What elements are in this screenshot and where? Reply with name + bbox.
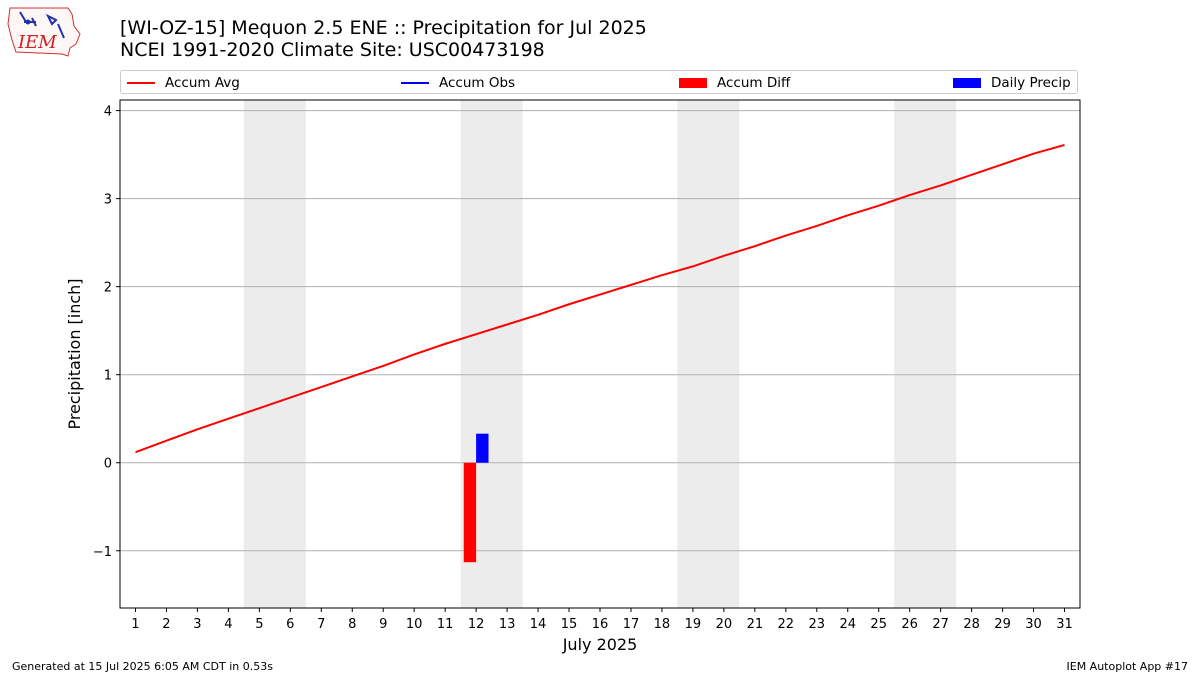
chart-title: [WI-OZ-15] Mequon 2.5 ENE :: Precipitati… (120, 17, 647, 39)
legend-label: Accum Obs (439, 75, 516, 91)
legend: Accum Avg Accum Obs Accum Diff Daily Pre… (120, 70, 1078, 94)
x-tick-label: 10 (406, 617, 423, 632)
legend-swatch (953, 78, 981, 88)
y-tick-label: 3 (104, 193, 112, 208)
y-tick-label: 4 (104, 105, 112, 120)
chart-subtitle: NCEI 1991-2020 Climate Site: USC00473198 (120, 39, 545, 61)
x-tick-label: 14 (530, 617, 547, 632)
legend-label: Daily Precip (991, 75, 1071, 91)
legend-swatch (679, 78, 707, 88)
weekend-band (677, 100, 740, 608)
x-tick-label: 17 (623, 617, 640, 632)
x-tick-label: 2 (162, 617, 170, 632)
x-tick-label: 27 (932, 617, 949, 632)
x-tick-label: 15 (561, 617, 578, 632)
x-tick-label: 9 (379, 617, 387, 632)
weekend-band (894, 100, 957, 608)
x-tick-label: 5 (255, 617, 263, 632)
y-tick-label: 0 (104, 457, 112, 472)
legend-swatch (127, 82, 155, 84)
x-tick-label: 13 (499, 617, 516, 632)
legend-label: Accum Diff (717, 75, 791, 91)
x-tick-label: 28 (963, 617, 980, 632)
y-tick-label: 1 (104, 369, 112, 384)
y-tick-label: −1 (93, 545, 112, 560)
x-tick-label: 7 (317, 617, 325, 632)
x-tick-label: 26 (901, 617, 918, 632)
legend-item-daily-precip: Daily Precip (953, 74, 1071, 92)
x-axis-label: July 2025 (562, 635, 638, 654)
x-tick-label: 25 (870, 617, 887, 632)
x-tick-label: 22 (778, 617, 795, 632)
x-tick-label: 23 (809, 617, 826, 632)
x-tick-label: 1 (131, 617, 139, 632)
bar-accum-diff (463, 462, 477, 563)
legend-label: Accum Avg (165, 75, 240, 91)
weekend-band (243, 100, 306, 608)
x-tick-label: 29 (994, 617, 1011, 632)
x-tick-label: 19 (685, 617, 702, 632)
footer-generated: Generated at 15 Jul 2025 6:05 AM CDT in … (12, 660, 273, 673)
plot-frame (119, 99, 1081, 609)
x-tick-label: 21 (747, 617, 764, 632)
legend-item-accum-diff: Accum Diff (679, 74, 790, 92)
x-tick-label: 20 (716, 617, 733, 632)
legend-swatch (401, 82, 429, 84)
iem-logo: IEM (7, 7, 81, 57)
x-tick-label: 31 (1056, 617, 1073, 632)
x-tick-label: 3 (193, 617, 201, 632)
footer-app: IEM Autoplot App #17 (1066, 660, 1189, 673)
x-tick-label: 8 (348, 617, 356, 632)
x-tick-label: 6 (286, 617, 294, 632)
y-axis-label: Precipitation [inch] (65, 278, 84, 429)
x-tick-label: 11 (437, 617, 454, 632)
legend-item-accum-avg: Accum Avg (127, 74, 240, 92)
bar-daily-precip (476, 433, 489, 463)
line-accum-avg (135, 143, 1065, 454)
logo-text: IEM (17, 32, 57, 53)
x-tick-label: 4 (224, 617, 232, 632)
legend-item-accum-obs: Accum Obs (401, 74, 515, 92)
x-tick-label: 30 (1025, 617, 1042, 632)
x-tick-label: 16 (592, 617, 609, 632)
x-tick-label: 18 (654, 617, 671, 632)
y-tick-label: 2 (104, 281, 112, 296)
x-tick-label: 12 (468, 617, 485, 632)
x-tick-label: 24 (839, 617, 856, 632)
